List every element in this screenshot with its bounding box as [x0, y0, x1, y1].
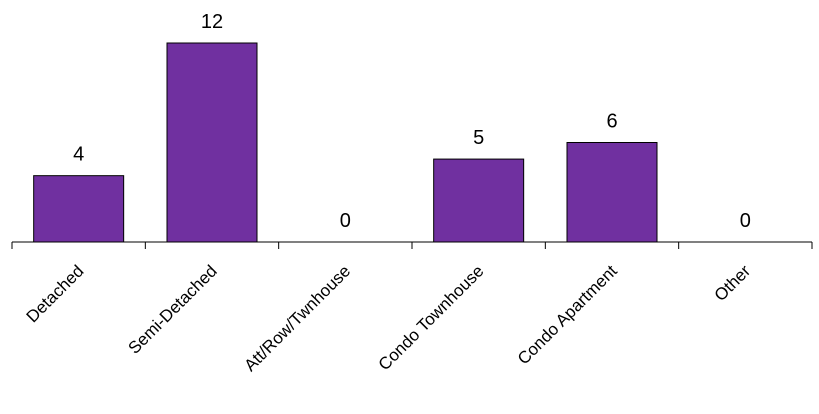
x-tick-label: Semi-Detached	[125, 261, 221, 357]
bar-condo-apartment	[566, 142, 658, 243]
bars-layer	[33, 42, 658, 243]
data-label: 5	[473, 127, 484, 149]
data-labels-layer: 4 12 0 5 6 0	[73, 11, 751, 232]
bar-semi-detached	[166, 42, 258, 243]
data-label: 4	[73, 144, 84, 166]
data-label: 12	[201, 11, 223, 33]
data-label: 0	[740, 210, 751, 232]
bar-condo-townhouse	[433, 158, 525, 243]
x-tick-label: Condo Apartment	[514, 261, 621, 368]
bar-detached	[33, 175, 125, 243]
x-tick-label: Condo Townhouse	[375, 261, 488, 374]
x-tick-labels-layer: Detached Semi-Detached Att/Row/Twnhouse Con…	[23, 261, 755, 375]
x-tick-label: Other	[711, 261, 755, 305]
x-axis	[11, 241, 813, 249]
x-tick-label: Att/Row/Twnhouse	[240, 261, 354, 375]
data-label: 0	[340, 210, 351, 232]
x-tick-label: Detached	[23, 261, 88, 326]
data-label: 6	[606, 111, 617, 133]
